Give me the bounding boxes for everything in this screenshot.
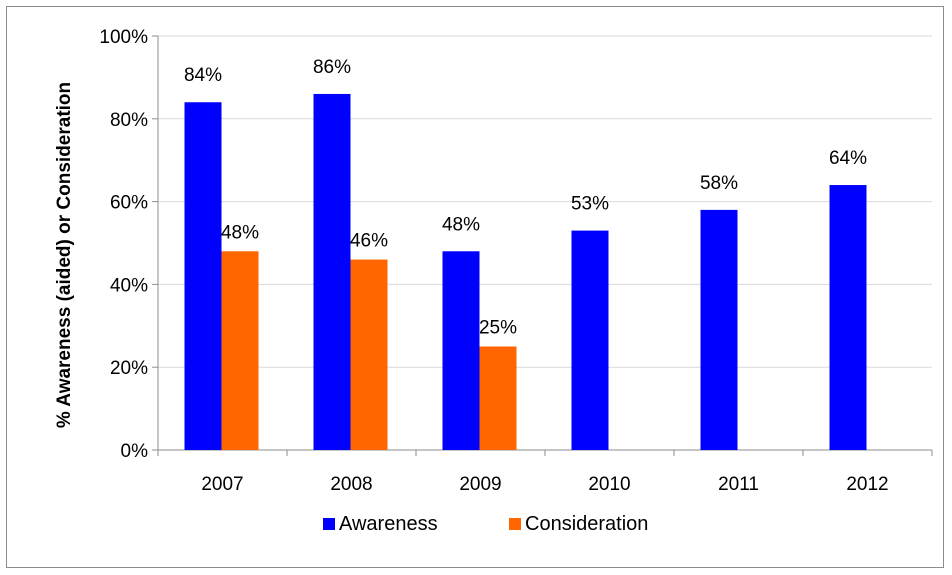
y-tick-label: 100% xyxy=(99,27,148,48)
bar-consideration xyxy=(221,251,259,450)
legend: Awareness Consideration xyxy=(323,513,648,535)
x-tick-label: 2010 xyxy=(588,474,630,495)
y-tick-label: 0% xyxy=(121,441,149,462)
y-tick-label: 60% xyxy=(110,193,148,214)
y-tick-label: 80% xyxy=(110,110,148,131)
data-label-awareness: 84% xyxy=(184,65,222,86)
x-axis: 2007 2008 2009 2010 2011 2012 xyxy=(157,449,933,495)
data-label-awareness: 53% xyxy=(571,194,609,215)
legend-label-consideration: Consideration xyxy=(525,513,648,535)
legend-label-awareness: Awareness xyxy=(339,513,438,535)
bar-awareness xyxy=(829,185,867,451)
gridlines xyxy=(158,35,932,368)
x-tick-label: 2009 xyxy=(459,474,501,495)
x-tick-label: 2012 xyxy=(846,474,888,495)
bar-consideration xyxy=(479,346,517,450)
bar-awareness xyxy=(700,209,738,450)
legend-swatch-consideration xyxy=(509,518,521,530)
data-label-awareness: 86% xyxy=(313,57,351,78)
legend-swatch-awareness xyxy=(323,518,335,530)
data-label-awareness: 58% xyxy=(700,173,738,194)
data-label-consideration: 25% xyxy=(479,318,517,339)
data-label-consideration: 46% xyxy=(350,231,388,252)
bars xyxy=(184,93,867,451)
y-axis-label: % Awareness (aided) or Consideration xyxy=(54,82,75,428)
bar-consideration xyxy=(350,259,388,450)
x-tick-label: 2011 xyxy=(718,474,759,495)
data-label-awareness: 64% xyxy=(829,148,867,169)
data-label-awareness: 48% xyxy=(442,214,480,235)
y-tick-label: 40% xyxy=(110,275,148,296)
bar-awareness xyxy=(442,251,480,450)
x-tick-label: 2007 xyxy=(201,474,243,495)
bar-awareness xyxy=(571,230,609,450)
data-labels: 84% 48% 86% 46% 48% 25% 53% 58% 64% xyxy=(184,57,867,339)
data-label-consideration: 48% xyxy=(221,222,259,243)
y-tick-label: 20% xyxy=(110,358,148,379)
x-tick-label: 2008 xyxy=(330,474,372,495)
bar-awareness xyxy=(184,102,222,451)
y-axis: 0% 20% 40% 60% 80% 100% xyxy=(99,27,159,462)
bar-awareness xyxy=(313,93,351,451)
